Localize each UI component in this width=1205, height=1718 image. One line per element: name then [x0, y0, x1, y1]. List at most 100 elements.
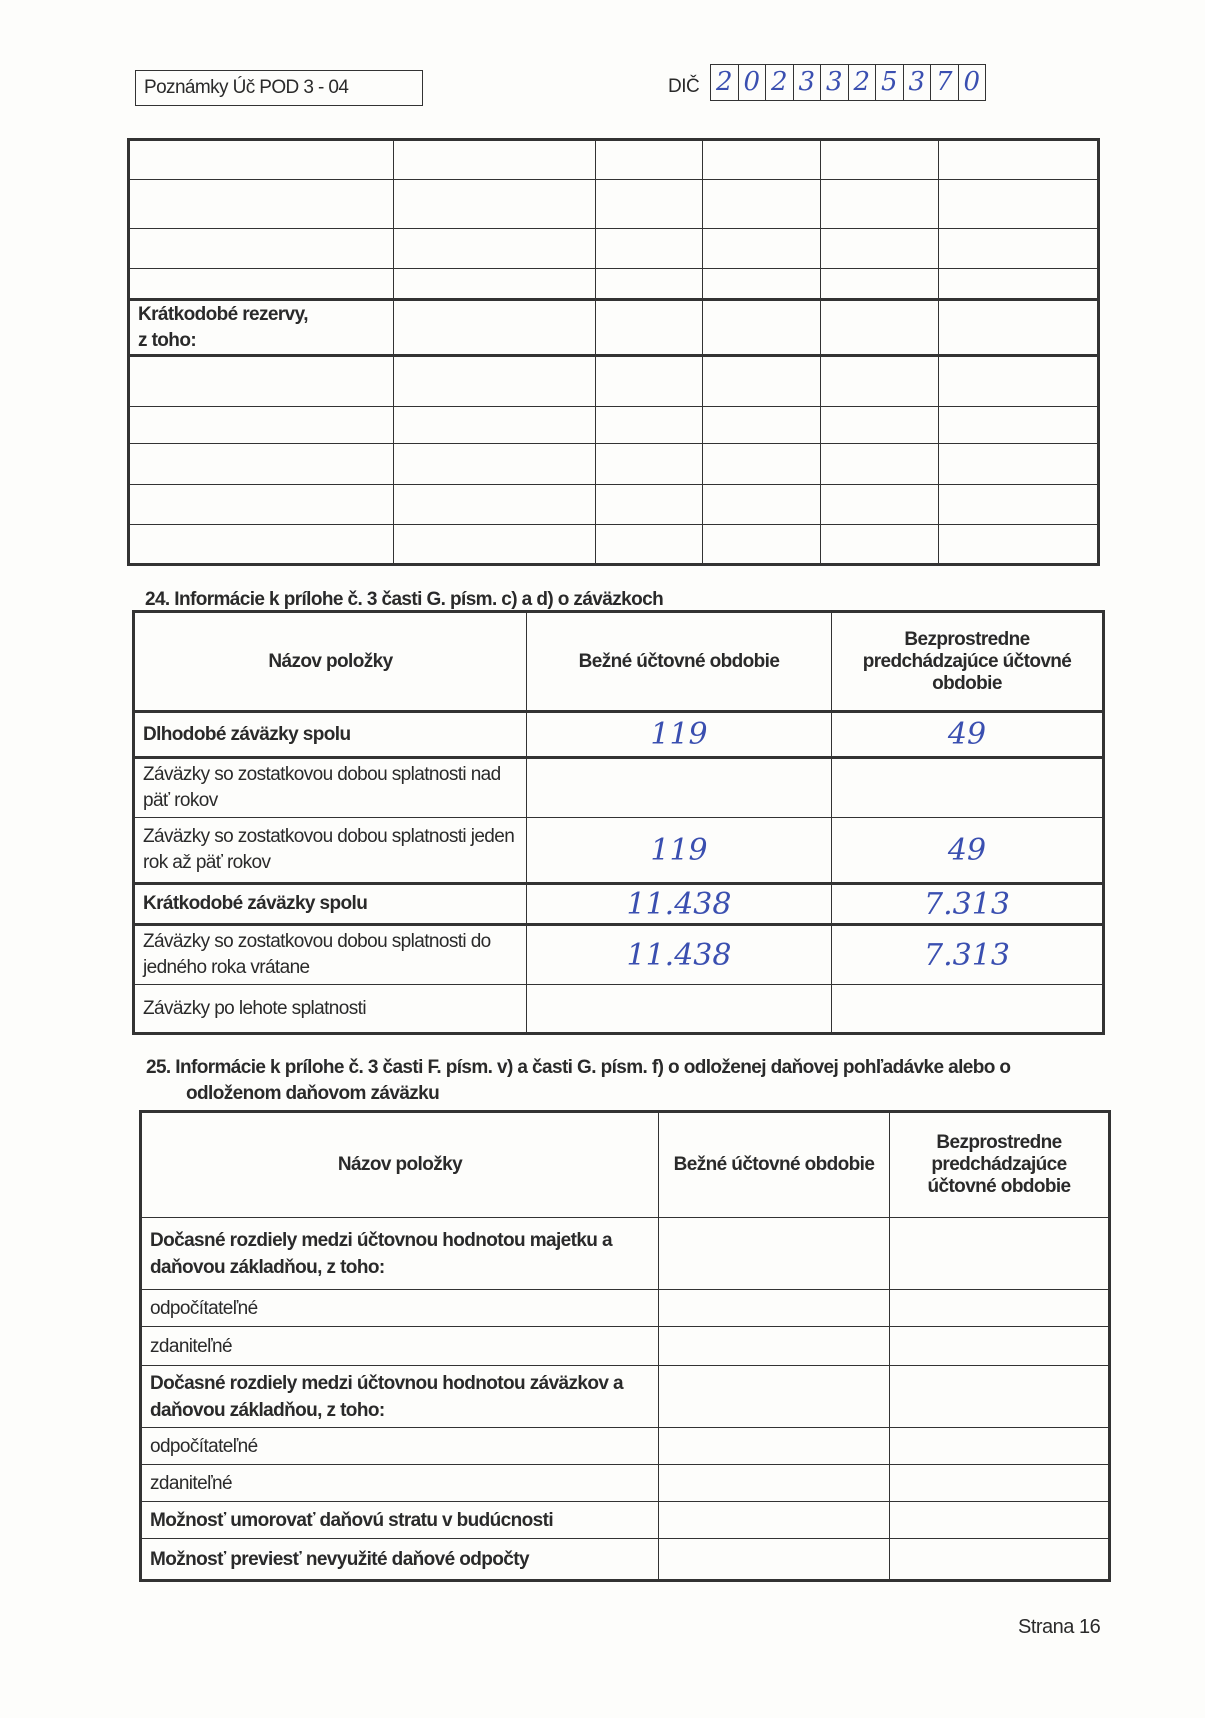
table-row: Dočasné rozdiely medzi účtovnou hodnotou…	[140, 1365, 1110, 1428]
previous-period-value	[889, 1538, 1110, 1581]
previous-period-value: 49	[831, 710, 1104, 759]
dic-digit: 7	[931, 65, 959, 100]
table-row	[128, 484, 1099, 525]
table-cell	[820, 406, 939, 444]
dic-field: 2 0 2 3 3 2 5 3 7 0	[710, 64, 986, 101]
table-row	[128, 443, 1099, 485]
row-label: odpočítateľné	[140, 1289, 659, 1327]
table-cell	[595, 524, 703, 565]
table-cell	[820, 179, 939, 229]
table-row: Záväzky po lehote splatnosti	[133, 984, 1104, 1034]
dic-label: DIČ	[668, 76, 700, 97]
row-label: odpočítateľné	[140, 1427, 659, 1465]
current-period-value	[658, 1326, 890, 1366]
table-cell	[595, 268, 703, 300]
previous-period-value: 49	[831, 817, 1104, 884]
table-cell	[938, 268, 1099, 300]
table-cell	[393, 406, 596, 444]
current-period-value	[658, 1501, 890, 1539]
page-number: Strana 16	[1018, 1616, 1101, 1638]
table-cell	[820, 139, 939, 180]
previous-period-value	[889, 1326, 1110, 1366]
current-period-value: 11.438	[526, 882, 832, 926]
table-cell	[938, 484, 1099, 525]
previous-period-value	[889, 1427, 1110, 1465]
table-row	[128, 139, 1099, 180]
table-cell	[595, 139, 703, 180]
row-label	[128, 443, 394, 485]
table-cell	[595, 355, 703, 407]
row-label: Dočasné rozdiely medzi účtovnou hodnotou…	[140, 1217, 659, 1290]
previous-period-value	[889, 1501, 1110, 1539]
previous-period-value	[831, 984, 1104, 1034]
table-row: odpočítateľné	[140, 1289, 1110, 1327]
current-period-value	[658, 1365, 890, 1428]
table-row	[128, 524, 1099, 565]
table-row	[128, 268, 1099, 300]
table-row: Možnosť umorovať daňovú stratu v budúcno…	[140, 1501, 1110, 1539]
table-cell	[393, 524, 596, 565]
table-cell	[938, 355, 1099, 407]
row-label: Dočasné rozdiely medzi účtovnou hodnotou…	[140, 1365, 659, 1428]
table-cell	[702, 179, 821, 229]
section-25-title-line1: 25. Informácie k prílohe č. 3 časti F. p…	[146, 1057, 1011, 1078]
row-label	[128, 139, 394, 180]
row-label: zdaniteľné	[140, 1464, 659, 1502]
previous-period-value	[889, 1289, 1110, 1327]
row-label: Záväzky so zostatkovou dobou splatnosti …	[133, 817, 527, 884]
column-header-previous: Bezprostredne predchádzajúce účtovné obd…	[831, 611, 1104, 712]
current-period-value: 11.438	[526, 924, 832, 985]
section-25-title: 25. Informácie k prílohe č. 3 časti F. p…	[146, 1057, 1011, 1105]
table-row	[128, 228, 1099, 269]
table-cell	[393, 298, 596, 357]
dic-digit: 2	[849, 65, 876, 100]
table-cell	[702, 355, 821, 407]
row-label: zdaniteľné	[140, 1326, 659, 1366]
row-label	[128, 406, 394, 444]
row-label: Možnosť previesť nevyužité daňové odpočt…	[140, 1538, 659, 1581]
row-label: Záväzky so zostatkovou dobou splatnosti …	[133, 924, 527, 985]
row-label: Krátkodobé rezervy, z toho:	[128, 298, 394, 357]
table-row: zdaniteľné	[140, 1326, 1110, 1366]
column-header-previous: Bezprostredne predchádzajúce účtovné obd…	[889, 1111, 1110, 1218]
table-cell	[393, 179, 596, 229]
table-row: Krátkodobé rezervy, z toho:	[128, 298, 1099, 357]
table-cell	[702, 443, 821, 485]
row-label	[128, 228, 394, 269]
previous-period-value: 7.313	[831, 882, 1104, 926]
dic-digit: 0	[739, 65, 766, 100]
table-cell	[702, 298, 821, 357]
previous-period-value: 7.313	[831, 924, 1104, 985]
column-header-current: Bežné účtovné obdobie	[526, 611, 832, 712]
previous-period-value	[889, 1464, 1110, 1502]
liabilities-table: Názov položky Bežné účtovné obdobie Bezp…	[132, 610, 1105, 1035]
table-cell	[702, 524, 821, 565]
table-cell	[820, 228, 939, 269]
reserves-table: Krátkodobé rezervy, z toho:	[127, 138, 1100, 566]
table-row: zdaniteľné	[140, 1464, 1110, 1502]
row-label: Záväzky po lehote splatnosti	[133, 984, 527, 1034]
table-cell	[595, 298, 703, 357]
current-period-value	[526, 984, 832, 1034]
table-row: Krátkodobé záväzky spolu 11.438 7.313	[133, 882, 1104, 926]
table-cell	[595, 443, 703, 485]
table-row: odpočítateľné	[140, 1427, 1110, 1465]
row-label	[128, 179, 394, 229]
table-cell	[820, 524, 939, 565]
table-cell	[595, 179, 703, 229]
section-25-title-line2: odloženom daňovom záväzku	[186, 1083, 440, 1104]
row-label: Dlhodobé záväzky spolu	[133, 710, 527, 759]
table-cell	[938, 443, 1099, 485]
previous-period-value	[889, 1217, 1110, 1290]
table-cell	[393, 355, 596, 407]
table-cell	[702, 406, 821, 444]
dic-digit: 3	[904, 65, 931, 100]
table-row	[128, 355, 1099, 407]
table-row: Možnosť previesť nevyužité daňové odpočt…	[140, 1538, 1110, 1581]
table-cell	[393, 484, 596, 525]
table-cell	[820, 298, 939, 357]
current-period-value	[658, 1538, 890, 1581]
current-period-value	[658, 1464, 890, 1502]
table-cell	[820, 268, 939, 300]
dic-digit: 5	[876, 65, 904, 100]
